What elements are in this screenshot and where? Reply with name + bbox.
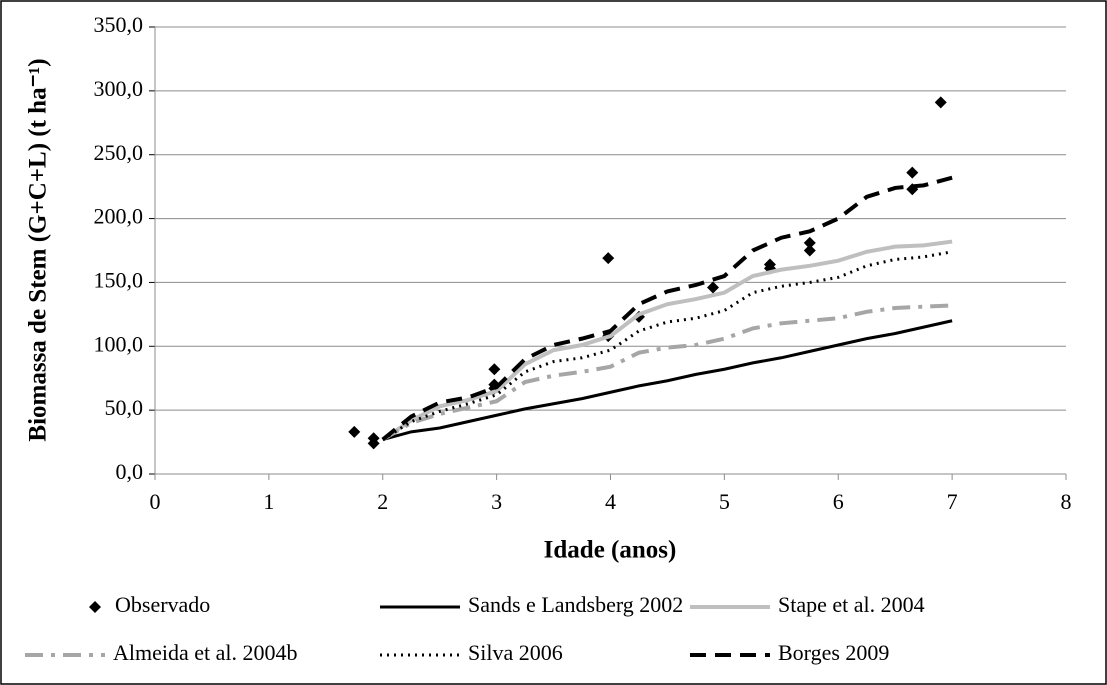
series-line [381,239,953,442]
x-tick-label: 1 [263,489,274,514]
legend-label: Sands e Landsberg 2002 [468,592,683,617]
legend-label: Borges 2009 [778,640,889,665]
y-tick-label: 300,0 [94,76,144,101]
x-tick-label: 3 [491,489,502,514]
legend-label: Observado [115,592,210,617]
data-point [602,252,615,265]
x-tick-label: 2 [377,489,388,514]
data-point [803,236,816,249]
x-tick-label: 8 [1061,489,1072,514]
data-point [803,244,816,257]
series-line [382,319,953,441]
y-tick-label: 0,0 [116,459,144,484]
series-line [381,175,953,442]
series-line [381,303,953,442]
y-tick-label: 200,0 [94,204,144,229]
x-axis-label: Idade (anos) [544,537,677,564]
x-tick-label: 5 [719,489,730,514]
data-point [906,166,919,179]
y-tick-label: 100,0 [94,331,144,356]
data-point [706,281,719,294]
data-point [348,425,361,438]
x-tick-label: 4 [605,489,616,514]
legend-marker [89,601,101,613]
y-tick-label: 150,0 [94,267,144,292]
series-line [381,250,953,441]
data-point [934,96,947,109]
data-point [367,437,380,450]
x-tick-label: 7 [947,489,958,514]
y-tick-label: 350,0 [94,12,144,37]
legend-label: Silva 2006 [468,640,563,665]
legend-label: Stape et al. 2004 [778,592,925,617]
x-tick-label: 6 [833,489,844,514]
x-tick-label: 0 [150,489,161,514]
y-axis-label: Biomassa de Stem (G+C+L) (t ha⁻¹) [25,58,52,441]
data-point [488,363,501,376]
y-tick-label: 250,0 [94,140,144,165]
y-tick-label: 50,0 [105,395,144,420]
legend-label: Almeida et al. 2004b [113,640,298,665]
